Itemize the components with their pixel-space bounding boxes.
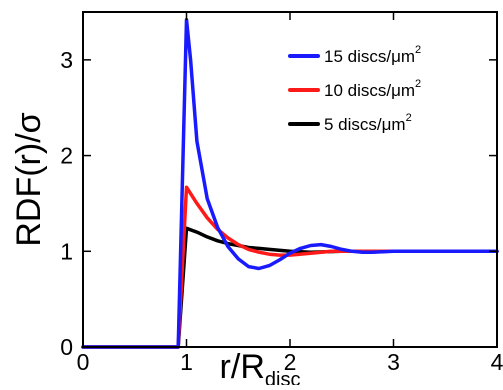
x-tick-label: 1 (180, 349, 193, 375)
series-layer (81, 17, 499, 349)
x-axis-label-main: r/R (220, 348, 265, 385)
x-tick-label: 2 (284, 349, 297, 375)
y-tick-label: 1 (60, 238, 73, 264)
tick-layer: 0 1 2 3 4 0 1 2 3 (60, 12, 503, 375)
y-tick-label: 0 (60, 334, 73, 360)
series-line-2 (81, 185, 499, 349)
legend: 15 discs/μm2 10 discs/μm2 5 discs/μm2 (288, 44, 421, 134)
x-tick-label: 0 (77, 349, 90, 375)
y-axis-label: RDF(r)/σ (10, 112, 48, 246)
legend-superscript: 2 (406, 112, 412, 124)
series-line-3 (81, 226, 499, 349)
legend-label-1: 15 discs/μm2 (324, 44, 421, 66)
x-axis-label-subscript: disc (265, 369, 301, 385)
x-tick-label: 4 (491, 349, 503, 375)
legend-superscript: 2 (415, 44, 421, 56)
series-line-1 (81, 17, 499, 349)
legend-superscript: 2 (415, 78, 421, 90)
legend-label-3: 5 discs/μm2 (324, 112, 412, 134)
y-tick-label: 2 (60, 143, 73, 169)
plot-frame (82, 11, 498, 348)
x-tick-label: 3 (387, 349, 400, 375)
legend-label-2: 10 discs/μm2 (324, 78, 421, 100)
y-tick-label: 3 (60, 47, 73, 73)
